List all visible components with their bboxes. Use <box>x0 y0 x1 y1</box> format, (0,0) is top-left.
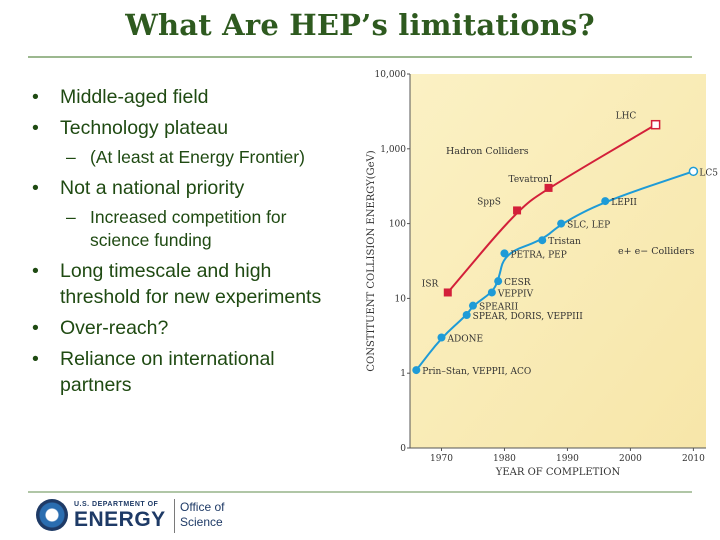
y-axis-label: CONSTITUENT COLLISION ENERGY(GeV) <box>366 150 377 371</box>
y-tick-label: 10 <box>395 294 407 304</box>
data-point <box>462 310 471 319</box>
data-label: TevatronI <box>509 175 553 185</box>
data-point <box>557 219 566 228</box>
bullet-item: Reliance on international partners <box>30 346 330 398</box>
series-name-label: e+ e− Colliders <box>618 246 695 257</box>
logo-office-line: Office of <box>180 500 225 514</box>
data-point <box>487 288 496 297</box>
data-point <box>513 206 522 215</box>
logo-divider <box>174 499 175 533</box>
data-label: PETRA, PEP <box>510 250 566 260</box>
data-label: LHC <box>616 112 637 122</box>
sub-bullet-item: Increased competition for science fundin… <box>30 206 330 252</box>
data-label: Tristan <box>548 237 581 247</box>
data-label: SppS <box>477 197 501 207</box>
data-point <box>443 288 452 297</box>
sub-bullet-item: (At least at Energy Frontier) <box>30 146 330 169</box>
data-point <box>468 301 477 310</box>
plot-background <box>410 74 706 448</box>
data-point <box>601 197 610 206</box>
title-divider <box>28 56 692 58</box>
logo-office-text: Office of Science <box>180 500 224 530</box>
y-tick-label: 1 <box>400 369 406 379</box>
bullet-item: Middle-aged field <box>30 84 330 110</box>
footer-divider <box>28 491 692 493</box>
logo-science-line: Science <box>180 515 223 529</box>
y-tick-label: 100 <box>389 220 406 230</box>
data-point <box>688 166 699 177</box>
data-point <box>544 183 553 192</box>
bullet-item: Technology plateau <box>30 115 330 141</box>
doe-office-of-science-logo: U.S. DEPARTMENT OF ENERGY Office of Scie… <box>36 499 236 535</box>
logo-energy-text: ENERGY <box>74 508 166 531</box>
series-name-label: Hadron Colliders <box>446 146 529 157</box>
data-point <box>500 249 509 258</box>
data-label: LEPII <box>611 198 637 208</box>
x-tick-label: 2010 <box>682 454 705 464</box>
logo-department-text: U.S. DEPARTMENT OF <box>74 501 159 508</box>
y-tick-label: 0 <box>400 444 406 454</box>
doe-seal-icon <box>36 499 68 531</box>
data-point <box>650 119 661 130</box>
slide-title: What Are HEP’s limitations? <box>125 8 595 42</box>
data-label: ISR <box>422 279 439 289</box>
bullet-item: Not a national priority <box>30 175 330 201</box>
energy-frontier-chart: 0 1 10 100 1,000 10,000 1970 1980 1990 2000 2010 YE… <box>366 70 718 478</box>
data-point <box>412 366 421 375</box>
data-label: LC500 <box>699 168 718 178</box>
y-tick-label: 10,000 <box>375 70 407 80</box>
data-label: ADONE <box>446 335 483 345</box>
bullet-item: Long timescale and high threshold for ne… <box>30 258 330 310</box>
data-label: CESR <box>504 278 531 288</box>
x-tick-label: 1990 <box>556 454 579 464</box>
y-tick-label: 1,000 <box>380 145 406 155</box>
bullet-list: Middle-aged field Technology plateau (At… <box>30 84 330 403</box>
x-axis-label: YEAR OF COMPLETION <box>495 467 621 478</box>
x-tick-label: 2000 <box>619 454 642 464</box>
data-label: SLC, LEP <box>567 221 610 231</box>
data-label: SPEARII <box>479 303 519 313</box>
data-label: Prin–Stan, VEPPII, ACO <box>422 367 531 377</box>
data-label: VEPPIV <box>497 289 534 299</box>
x-tick-label: 1980 <box>493 454 516 464</box>
bullet-item: Over-reach? <box>30 315 330 341</box>
data-point <box>494 277 503 286</box>
series-line-hadron <box>447 123 657 294</box>
data-point <box>538 236 547 245</box>
x-tick-label: 1970 <box>430 454 453 464</box>
data-label: SPEAR, DORIS, VEPPIII <box>473 312 584 322</box>
data-point <box>437 333 446 342</box>
